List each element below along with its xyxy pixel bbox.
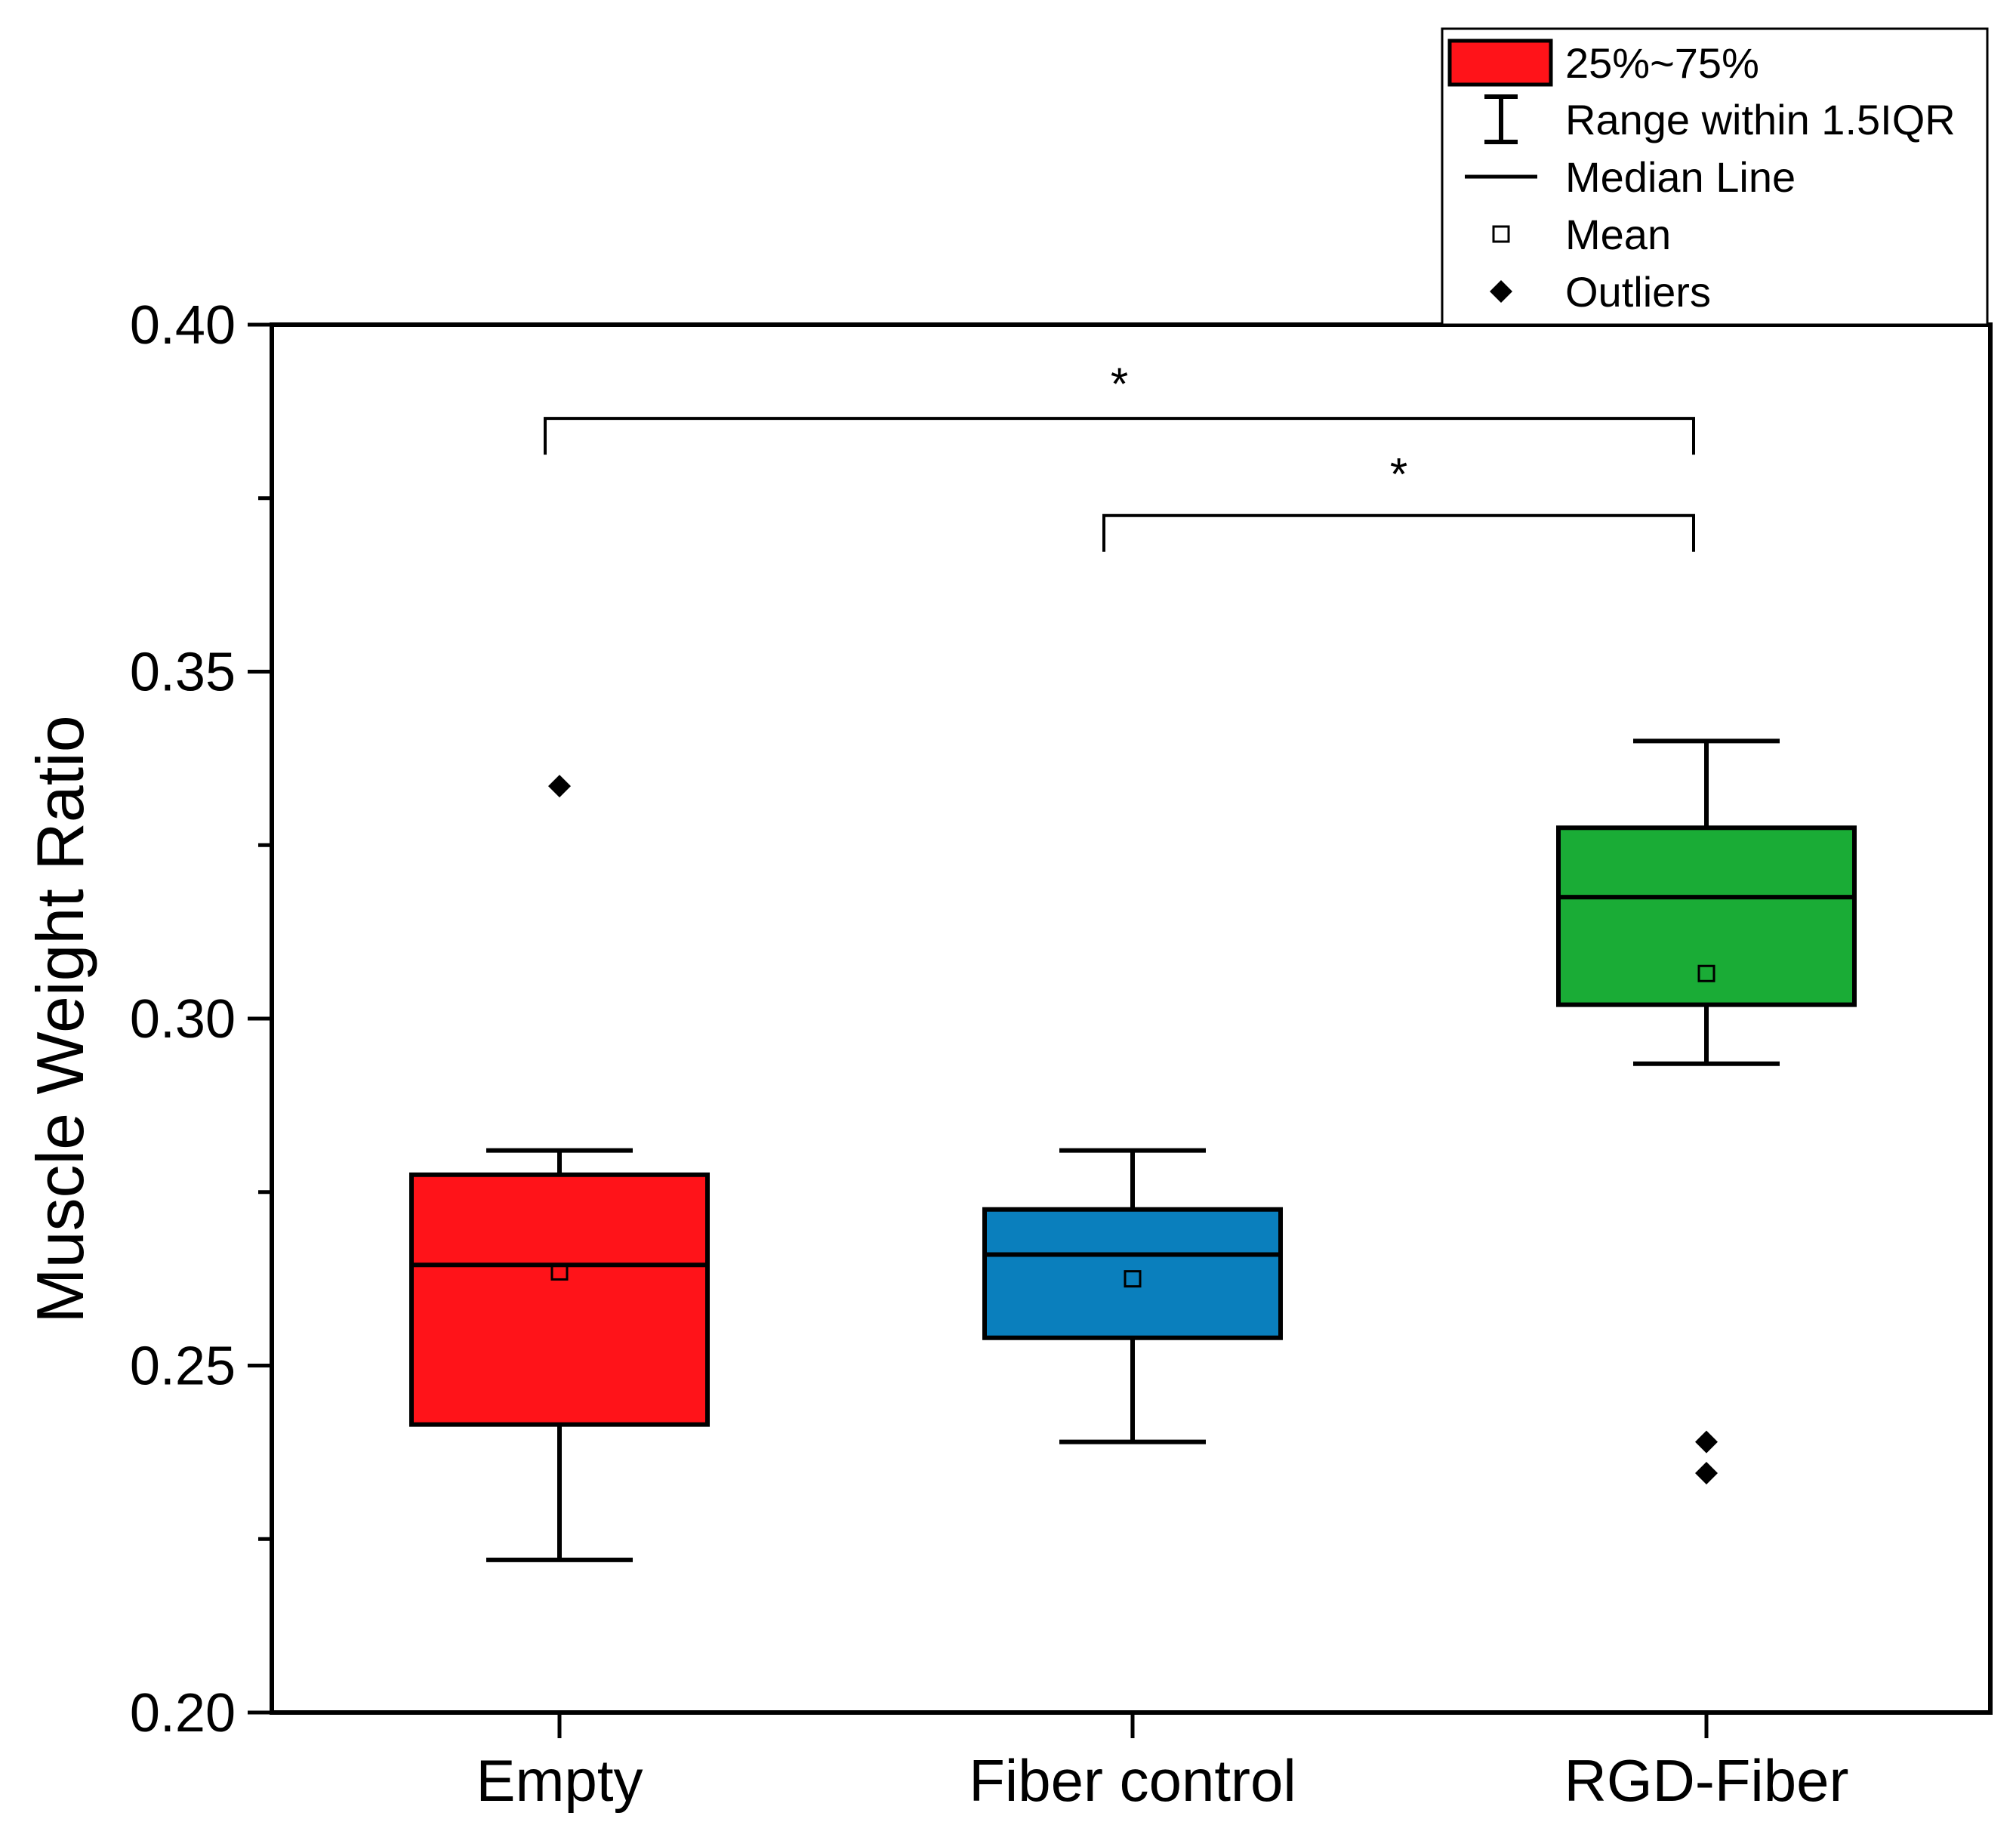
significance-brackets: ** bbox=[544, 359, 1695, 552]
y-tick-label: 0.30 bbox=[130, 989, 236, 1050]
x-tick-label: RGD-Fiber bbox=[1564, 1747, 1848, 1814]
mean-marker bbox=[1697, 964, 1715, 982]
legend-label: Median Line bbox=[1565, 153, 1796, 201]
iqr-box bbox=[982, 1207, 1283, 1340]
x-ticks: Empty Fiber control RGD-Fiber bbox=[476, 1713, 1849, 1814]
y-tick-label: 0.20 bbox=[130, 1683, 236, 1743]
significance-bracket bbox=[544, 417, 1695, 455]
y-major-ticks: 0.20 0.25 0.30 0.35 0.40 bbox=[130, 295, 272, 1743]
plot-area-frame bbox=[270, 322, 1993, 1715]
legend-outlier-symbol bbox=[1490, 280, 1512, 303]
iqr-box bbox=[409, 1172, 710, 1427]
y-tick-label: 0.35 bbox=[130, 643, 236, 703]
box-group-fiber-control bbox=[982, 1148, 1283, 1444]
box-series bbox=[409, 738, 1857, 1562]
legend-item: Mean bbox=[1492, 211, 1671, 258]
legend: 25%~75% Range within 1.5IQR Median Line Mea… bbox=[1441, 27, 1989, 326]
x-tick-label: Fiber control bbox=[969, 1747, 1296, 1814]
x-tick-label: Empty bbox=[476, 1747, 643, 1814]
legend-label: Range within 1.5IQR bbox=[1565, 96, 1956, 143]
mean-marker bbox=[550, 1262, 569, 1281]
legend-mean-symbol bbox=[1492, 225, 1510, 243]
legend-item: Range within 1.5IQR bbox=[1484, 94, 1956, 144]
y-tick-label: 0.25 bbox=[130, 1336, 236, 1397]
outlier-marker bbox=[1695, 1461, 1718, 1484]
legend-item: Outliers bbox=[1490, 268, 1711, 316]
iqr-box bbox=[1556, 825, 1857, 1007]
legend-item: 25%~75% bbox=[1447, 39, 1759, 87]
legend-item: Median Line bbox=[1465, 153, 1796, 201]
outlier-marker bbox=[1695, 1430, 1718, 1454]
legend-box-swatch bbox=[1447, 39, 1553, 87]
legend-label: Mean bbox=[1565, 211, 1671, 258]
significance-star: * bbox=[1390, 449, 1407, 499]
significance-bracket bbox=[1102, 513, 1695, 552]
significance-star: * bbox=[1111, 359, 1128, 409]
box-group-rgd-fiber bbox=[1556, 738, 1857, 1484]
box-group-empty bbox=[409, 775, 710, 1562]
outlier-marker bbox=[548, 775, 571, 798]
mean-marker bbox=[1124, 1270, 1142, 1288]
legend-label: 25%~75% bbox=[1565, 39, 1759, 87]
legend-label: Outliers bbox=[1565, 268, 1711, 316]
y-axis-title: Muscle Weight Ratio bbox=[23, 715, 97, 1323]
y-tick-label: 0.40 bbox=[130, 295, 236, 356]
